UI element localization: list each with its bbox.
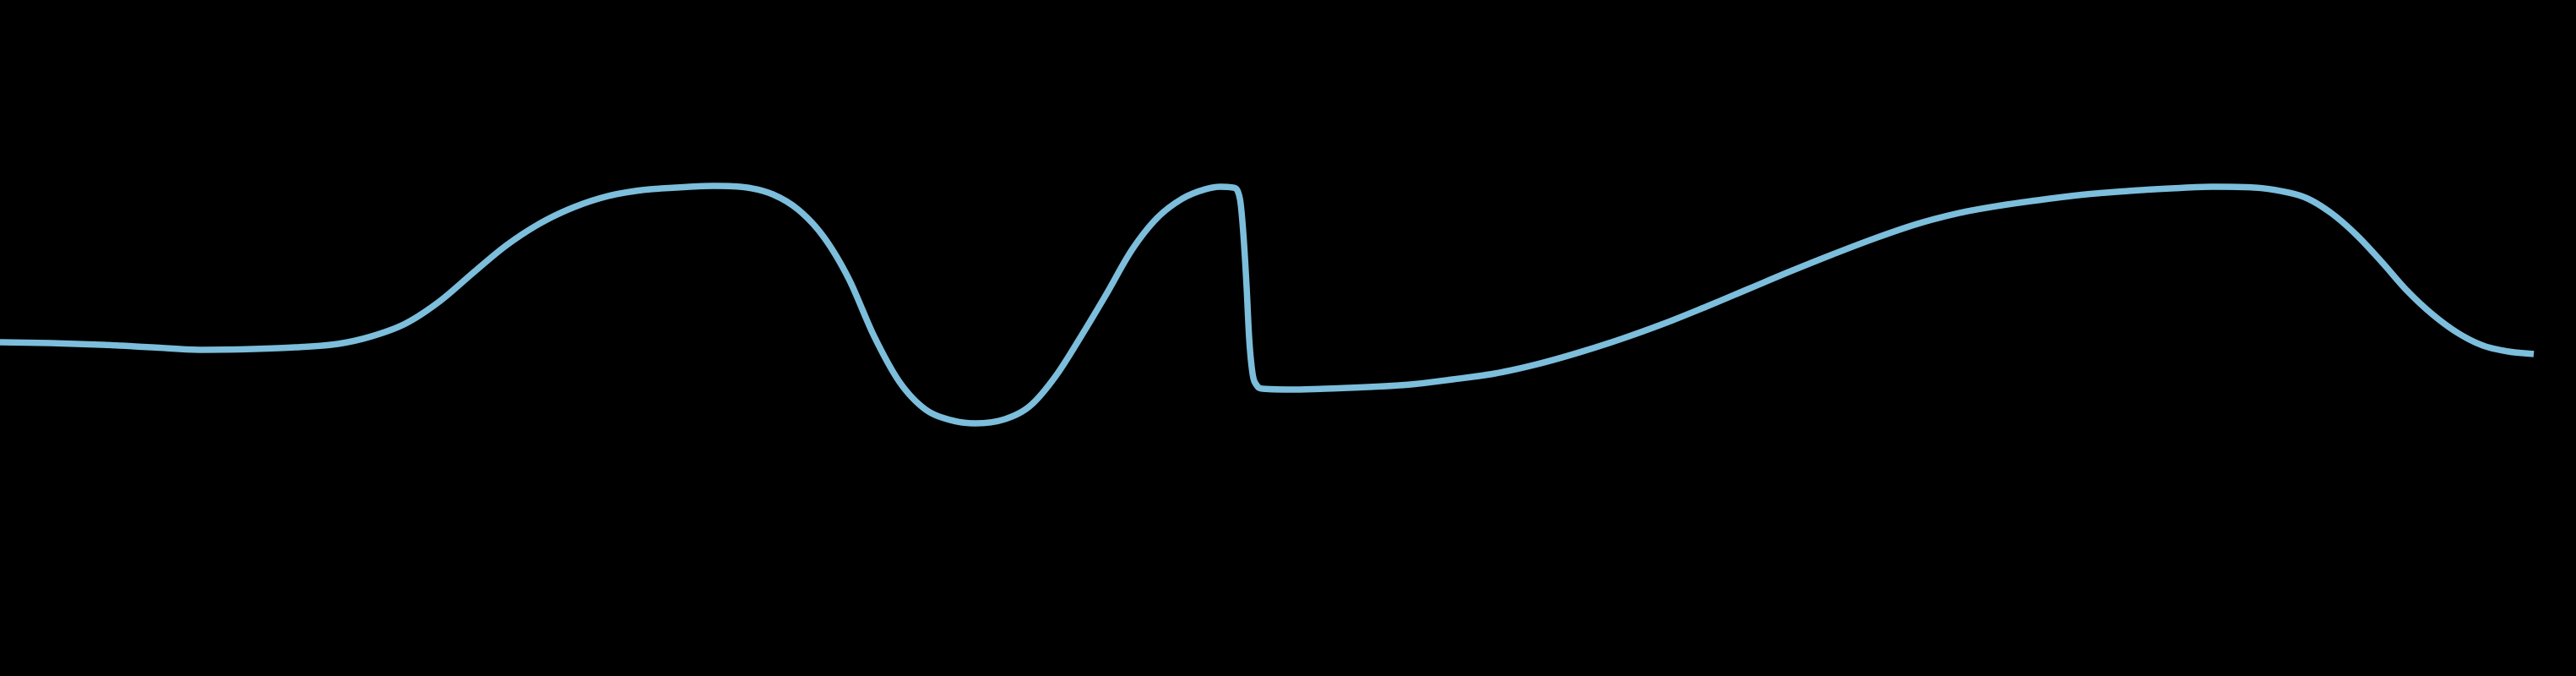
signal-line — [0, 183, 2535, 427]
